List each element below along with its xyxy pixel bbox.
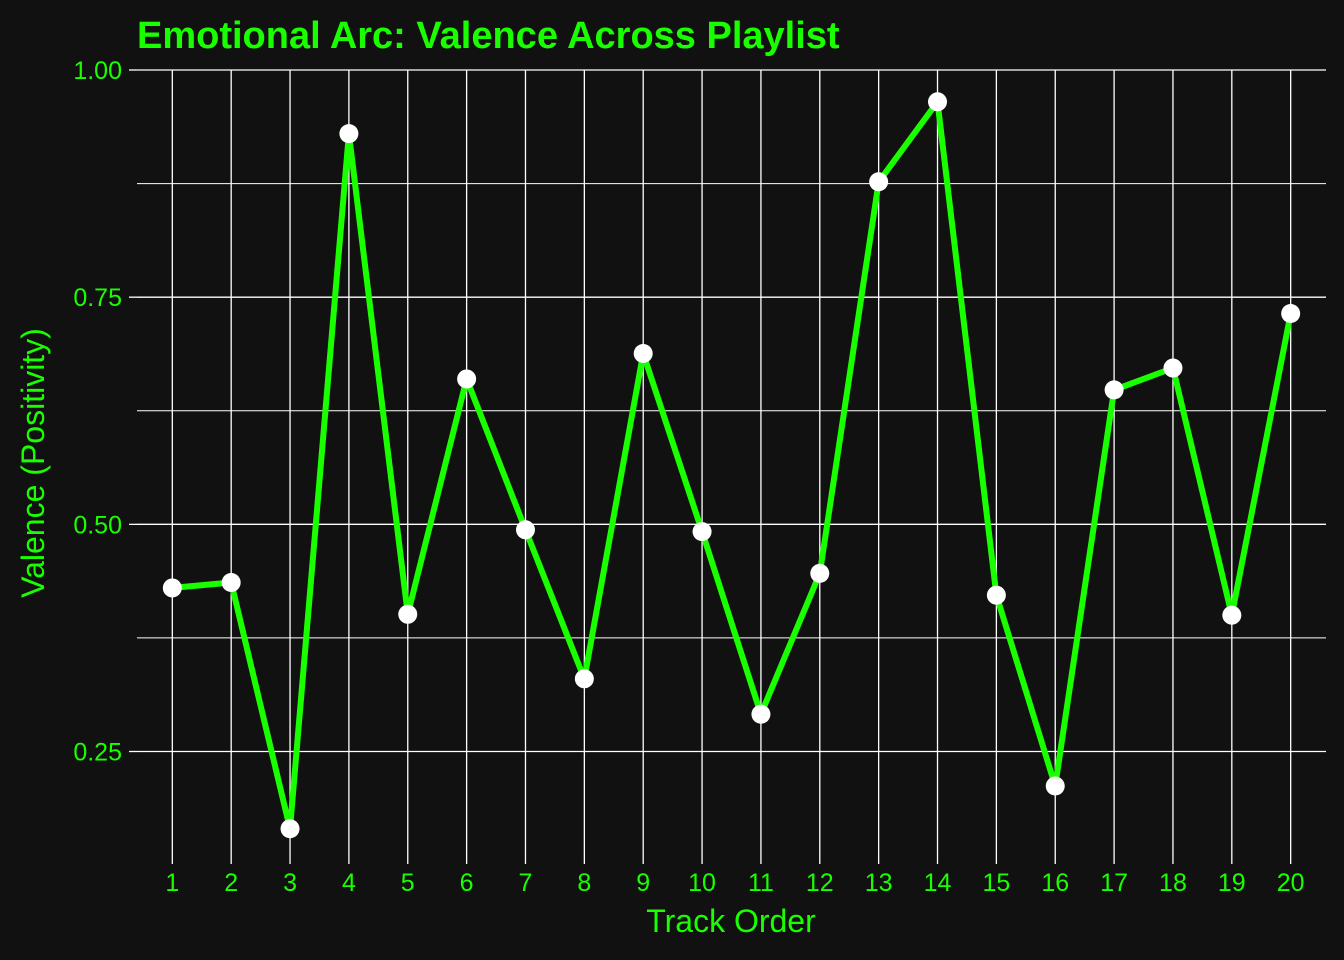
data-point — [986, 585, 1006, 605]
y-tick-labels: 0.25 0.50 0.75 1.00 — [73, 57, 137, 767]
data-point — [339, 124, 359, 144]
data-points — [162, 92, 1301, 839]
x-tick-label: 20 — [1277, 869, 1305, 897]
y-tick-label: 0.75 — [73, 284, 122, 312]
data-point — [1222, 605, 1242, 625]
data-point — [751, 704, 771, 724]
y-axis-title: Valence (Positivity) — [15, 328, 51, 598]
data-point — [574, 669, 594, 689]
x-tick-label: 19 — [1218, 869, 1246, 897]
x-tick-label: 6 — [460, 869, 474, 897]
x-tick-label: 14 — [924, 869, 952, 897]
x-tick-label: 13 — [865, 869, 893, 897]
x-tick-label: 7 — [519, 869, 533, 897]
y-tick-label: 1.00 — [73, 57, 122, 85]
x-tick-label: 15 — [982, 869, 1010, 897]
data-point — [633, 344, 653, 364]
x-tick-labels: 1 2 3 4 5 6 7 8 9 10 11 12 13 14 15 16 17 18 19 20 — [165, 869, 1304, 897]
x-tick-label: 2 — [224, 869, 238, 897]
minor-gridlines — [137, 183, 1326, 639]
x-gridlines — [171, 70, 1292, 864]
x-tick-label: 3 — [283, 869, 297, 897]
x-tick-label: 16 — [1041, 869, 1069, 897]
chart-title: Emotional Arc: Valence Across Playlist — [137, 15, 840, 57]
x-tick-label: 9 — [636, 869, 650, 897]
data-point — [162, 578, 182, 598]
y-tick-label: 0.25 — [73, 739, 122, 767]
x-tick-label: 11 — [748, 869, 774, 897]
data-point — [692, 522, 712, 542]
data-point — [398, 604, 418, 624]
y-tick-label: 0.50 — [73, 511, 122, 539]
x-tick-label: 12 — [806, 869, 834, 897]
x-tick-label: 18 — [1159, 869, 1187, 897]
x-tick-label: 17 — [1100, 869, 1128, 897]
data-point — [280, 819, 300, 839]
x-axis-title: Track Order — [646, 903, 816, 939]
valence-line — [172, 98, 1294, 832]
x-tick-label: 8 — [577, 869, 591, 897]
data-point — [1163, 358, 1183, 378]
data-point — [1045, 776, 1065, 796]
data-point — [1281, 304, 1301, 324]
x-tick-label: 5 — [401, 869, 415, 897]
data-point — [221, 572, 241, 592]
data-point — [810, 563, 830, 583]
data-point — [457, 369, 477, 389]
data-point — [869, 172, 889, 192]
data-point — [1104, 380, 1124, 400]
data-point — [515, 520, 535, 540]
x-tick-label: 1 — [165, 869, 179, 897]
data-point — [928, 92, 948, 112]
x-tick-label: 10 — [688, 869, 716, 897]
x-tick-label: 4 — [342, 869, 356, 897]
